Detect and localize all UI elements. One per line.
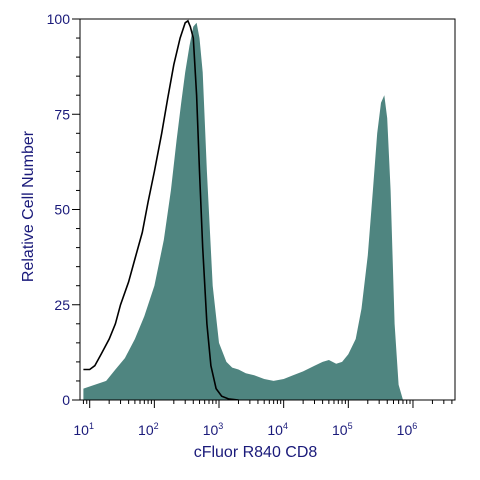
y-tick-label: 25	[54, 297, 70, 313]
x-tick-label: 101	[73, 421, 94, 438]
y-tick-label: 50	[54, 202, 70, 218]
y-axis-title: Relative Cell Number	[20, 130, 37, 282]
x-axis-title: cFluor R840 CD8	[194, 444, 318, 461]
x-tick-label: 103	[203, 421, 224, 438]
x-tick-label: 105	[332, 421, 353, 438]
outline-histogram-series	[83, 19, 239, 400]
y-tick-label: 100	[47, 11, 71, 27]
x-tick-label: 104	[267, 421, 288, 438]
x-tick-label: 106	[397, 421, 418, 438]
x-tick-label: 102	[138, 421, 159, 438]
series-layer	[83, 19, 403, 400]
filled-histogram-series	[83, 22, 403, 400]
y-tick-label: 0	[62, 392, 70, 408]
axis-layer: 101 102 103 104 105 106 0 25 50 75 100	[47, 11, 453, 438]
y-tick-label: 75	[54, 106, 70, 122]
